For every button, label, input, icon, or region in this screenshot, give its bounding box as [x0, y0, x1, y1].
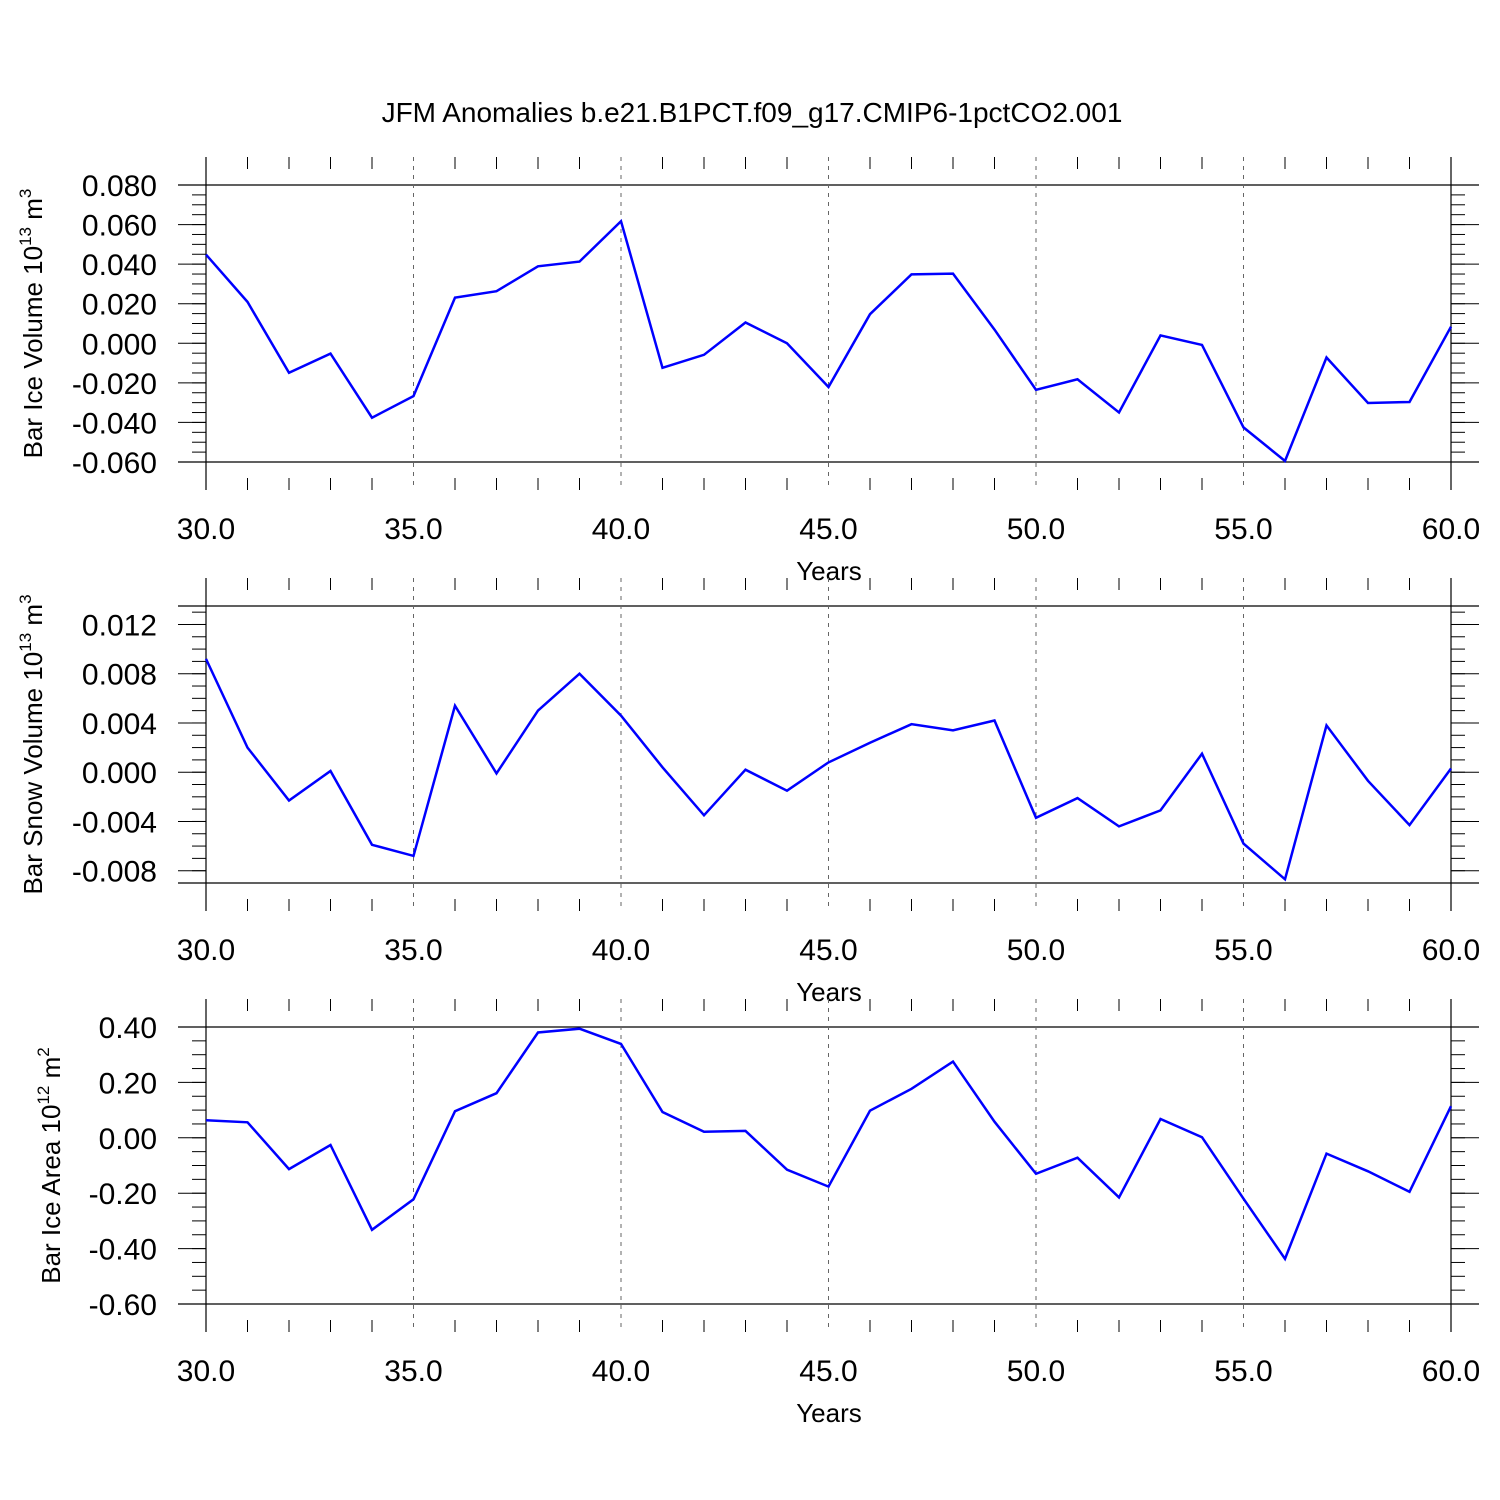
- y-tick-label: -0.20: [89, 1178, 157, 1211]
- y-tick-label: -0.60: [89, 1289, 157, 1322]
- x-tick-label: 30.0: [177, 1355, 235, 1388]
- y-tick-label: -0.020: [72, 368, 157, 401]
- x-tick-label: 45.0: [799, 513, 857, 546]
- x-tick-label: 55.0: [1214, 934, 1272, 967]
- y-tick-label: 0.060: [82, 210, 157, 243]
- y-axis-label-exponent: 12: [34, 1086, 53, 1105]
- y-axis-label-unit: m: [18, 198, 48, 227]
- x-tick-label: 45.0: [799, 934, 857, 967]
- x-tick-label: 35.0: [384, 513, 442, 546]
- x-tick-label: 50.0: [1007, 1355, 1065, 1388]
- x-axis-label: Years: [796, 1398, 862, 1428]
- y-tick-label: -0.40: [89, 1234, 157, 1267]
- y-tick-label: 0.004: [82, 708, 157, 741]
- panel-2: 0.012 0.008 0.004 0.000 -0.004 -0.008 30.0 35.0…: [16, 578, 1480, 1007]
- y-tick-label: 0.20: [99, 1067, 157, 1100]
- y-tick-label: 0.080: [82, 170, 157, 203]
- y-tick-label: 0.012: [82, 609, 157, 642]
- y-tick-label: -0.004: [72, 806, 157, 839]
- x-tick-label: 40.0: [592, 513, 650, 546]
- x-tick-label: 60.0: [1422, 934, 1480, 967]
- figure-title: JFM Anomalies b.e21.B1PCT.f09_g17.CMIP6-…: [382, 97, 1123, 128]
- y-tick-label: 0.00: [99, 1123, 157, 1156]
- y-axis-label-text: Bar Snow Volume 10: [18, 652, 48, 895]
- y-tick-label: 0.020: [82, 289, 157, 322]
- y-axis-label-unit-exponent: 2: [34, 1047, 53, 1056]
- y-axis-label: Bar Ice Volume 1013 m3: [16, 189, 48, 459]
- y-tick-label: -0.040: [72, 407, 157, 440]
- y-axis-label-text: Bar Ice Volume 10: [18, 246, 48, 458]
- series-line: [204, 658, 1453, 882]
- y-axis-label: Bar Snow Volume 1013 m3: [16, 594, 48, 894]
- x-tick-label: 50.0: [1007, 934, 1065, 967]
- x-tick-label: 35.0: [384, 1355, 442, 1388]
- y-tick-label: 0.40: [99, 1012, 157, 1045]
- x-tick-label: 30.0: [177, 513, 235, 546]
- y-axis-label: Bar Ice Area 1012 m2: [34, 1047, 66, 1284]
- x-tick-label: 30.0: [177, 934, 235, 967]
- panel-3: 0.40 0.20 0.00 -0.20 -0.40 -0.60 30.0 35.0 40.0 4…: [34, 999, 1480, 1428]
- x-tick-label: 45.0: [799, 1355, 857, 1388]
- y-axis-label-exponent: 13: [16, 633, 35, 652]
- y-tick-label: 0.040: [82, 249, 157, 282]
- y-axis-label-text: Bar Ice Area 10: [36, 1105, 66, 1284]
- x-tick-label: 40.0: [592, 934, 650, 967]
- y-tick-label: -0.060: [72, 447, 157, 480]
- y-tick-label: -0.008: [72, 856, 157, 889]
- x-tick-label: 40.0: [592, 1355, 650, 1388]
- y-axis-label-exponent: 13: [16, 227, 35, 246]
- series-line: [205, 218, 1453, 464]
- panel-1: 0.080 0.060 0.040 0.020 0.000 -0.020 -0.040 -0.…: [16, 157, 1480, 586]
- y-tick-label: 0.000: [82, 328, 157, 361]
- y-axis-label-unit: m: [18, 604, 48, 633]
- y-axis-label-unit: m: [36, 1057, 66, 1086]
- panels: 0.080 0.060 0.040 0.020 0.000 -0.020 -0.040 -0.…: [16, 157, 1480, 1428]
- x-tick-label: 35.0: [384, 934, 442, 967]
- x-tick-label: 60.0: [1422, 1355, 1480, 1388]
- y-axis-label-unit-exponent: 3: [16, 594, 35, 603]
- y-axis-label-unit-exponent: 3: [16, 189, 35, 198]
- x-tick-label: 60.0: [1422, 513, 1480, 546]
- x-tick-label: 50.0: [1007, 513, 1065, 546]
- series-line: [205, 1027, 1453, 1262]
- y-tick-label: 0.000: [82, 757, 157, 790]
- y-tick-label: 0.008: [82, 659, 157, 692]
- x-tick-label: 55.0: [1214, 1355, 1272, 1388]
- x-tick-label: 55.0: [1214, 513, 1272, 546]
